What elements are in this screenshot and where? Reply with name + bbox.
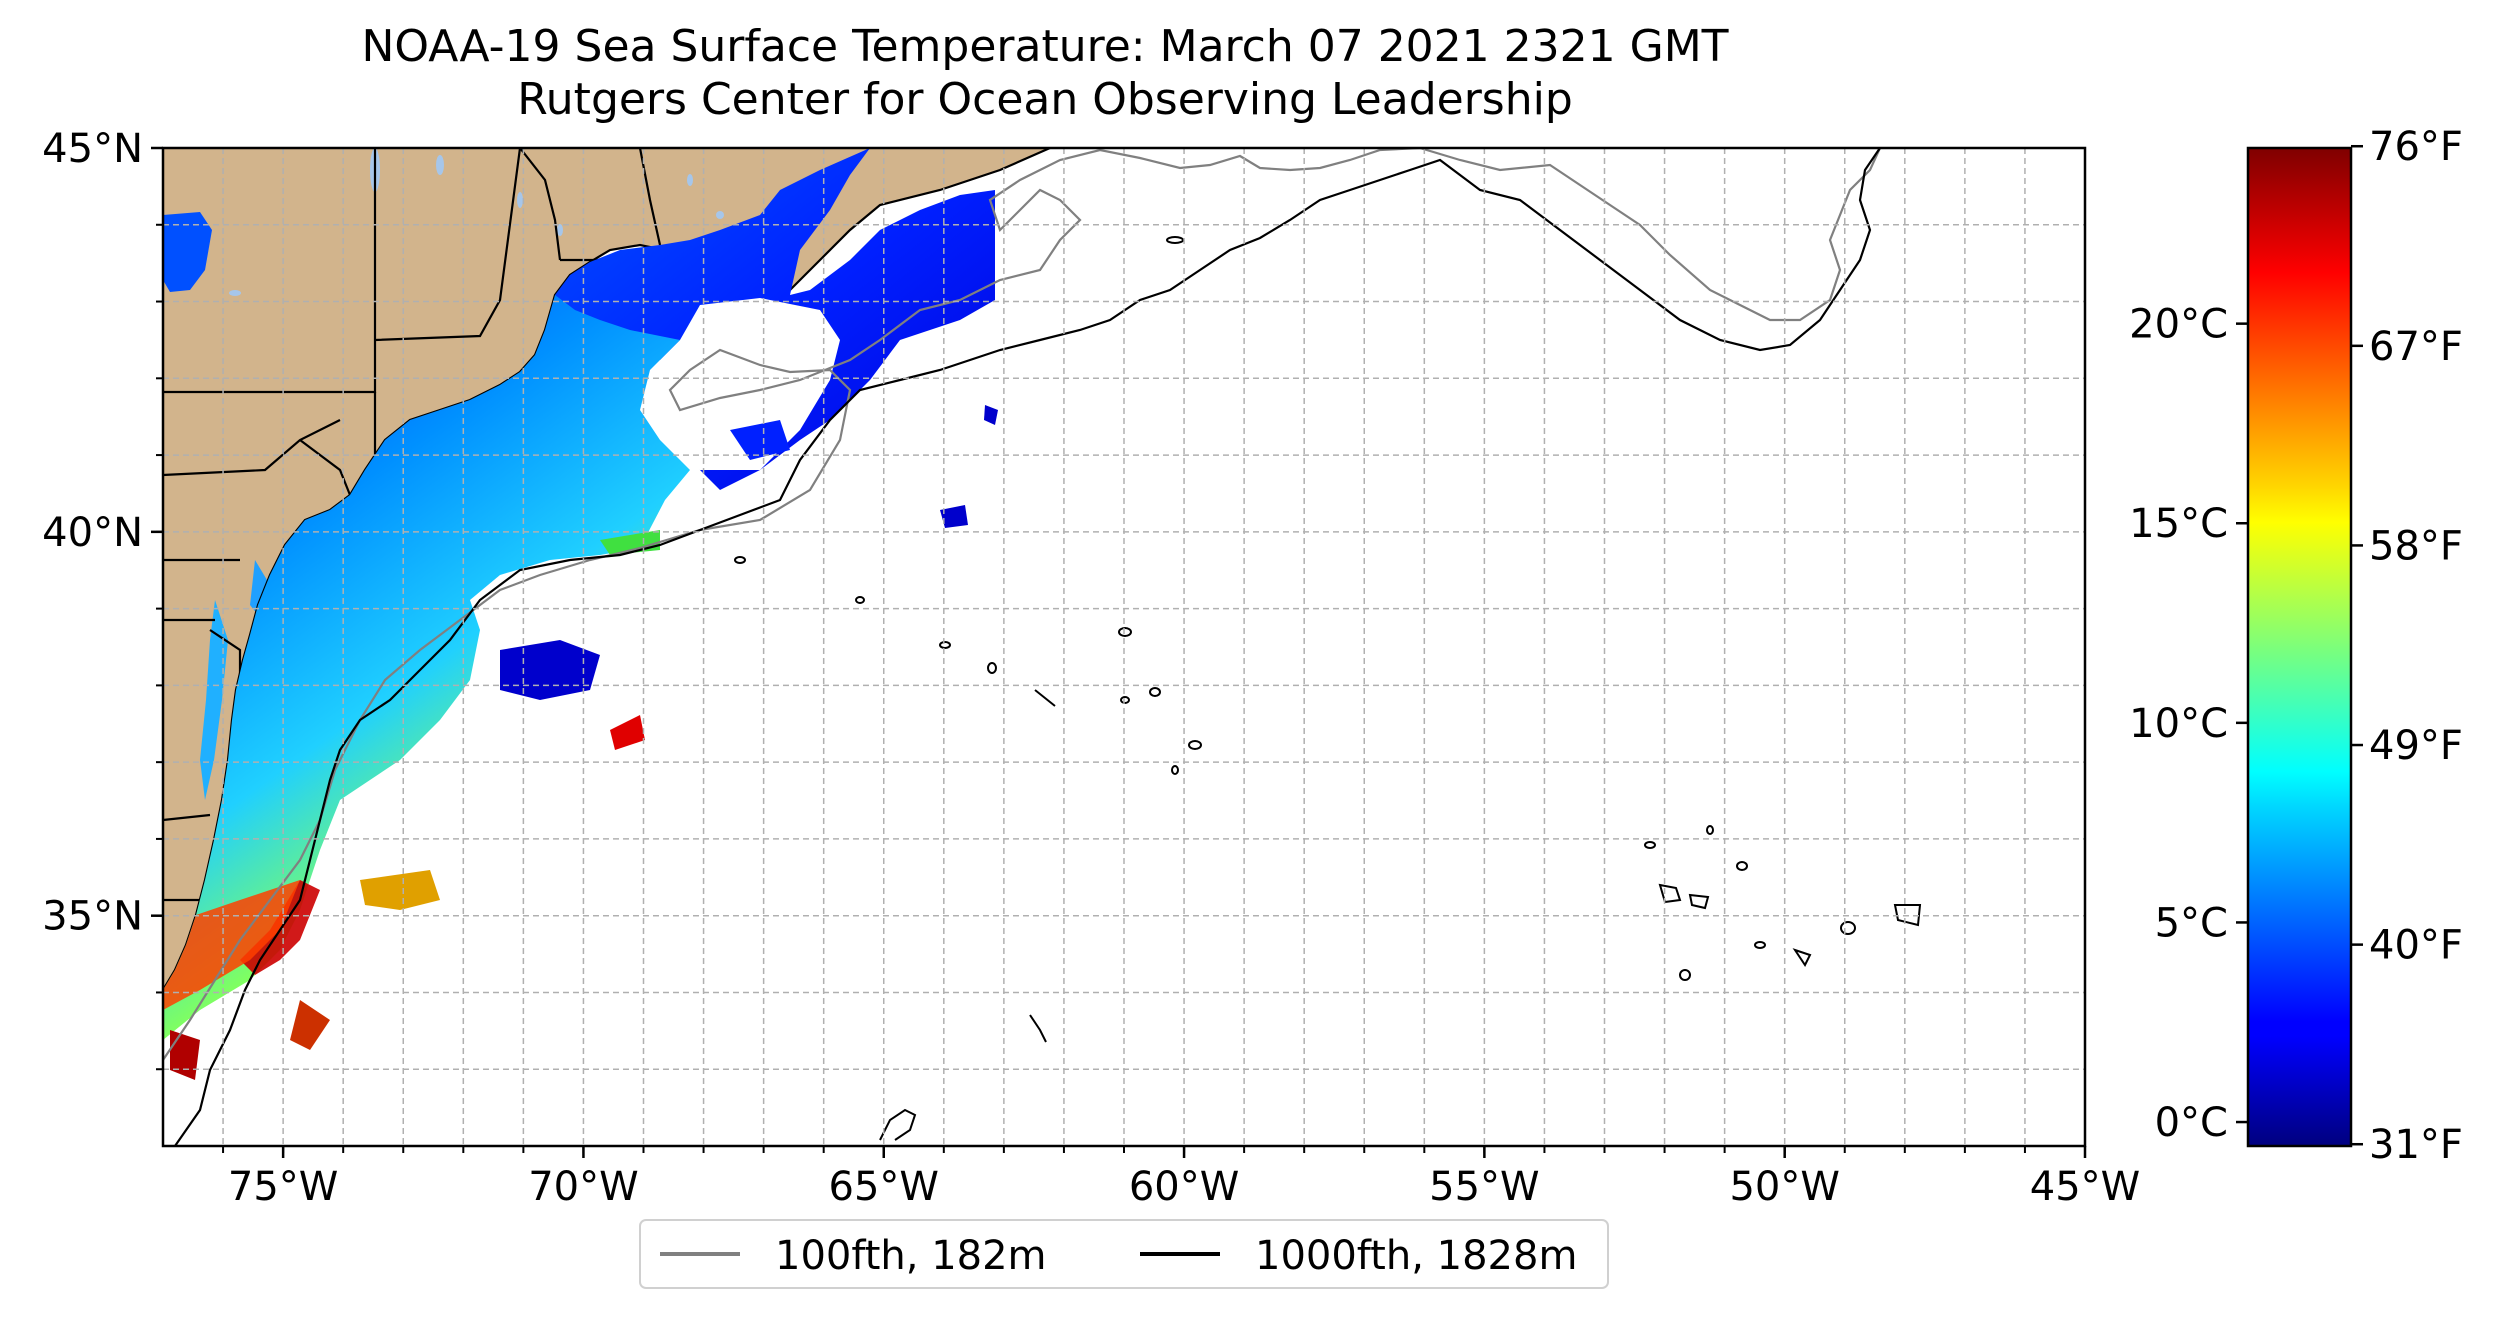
colorbar-celsius-label: 15°C bbox=[2129, 501, 2228, 547]
colorbar-fahrenheit-label: 76°F bbox=[2369, 124, 2463, 170]
sst-mid-atlantic-shelf bbox=[163, 295, 690, 1040]
lat-tick-label: 40°N bbox=[42, 510, 143, 556]
colorbar-gradient bbox=[2248, 148, 2351, 1146]
sst-imagery bbox=[163, 148, 998, 1080]
isobath-1000fth bbox=[174, 148, 1881, 1146]
lon-tick-label: 50°W bbox=[1729, 1164, 1839, 1210]
colorbar-fahrenheit-label: 58°F bbox=[2369, 523, 2463, 569]
colorbar: 0°C 5°C 10°C 15°C 20°C 31°F 40°F 49°F 58°F 67°F 7… bbox=[2129, 124, 2463, 1168]
map-gridlines bbox=[163, 148, 2085, 1146]
lon-tick-label: 55°W bbox=[1429, 1164, 1539, 1210]
title-line-2: Rutgers Center for Ocean Observing Leade… bbox=[517, 74, 1573, 125]
colorbar-celsius-label: 20°C bbox=[2129, 302, 2228, 348]
isobath-100fth bbox=[163, 148, 1882, 1061]
lat-tick-label: 45°N bbox=[42, 126, 143, 172]
legend-label-100fth: 100fth, 182m bbox=[775, 1233, 1047, 1279]
lon-tick-label: 45°W bbox=[2030, 1164, 2140, 1210]
seamounts bbox=[734, 236, 1922, 1141]
colorbar-fahrenheit-label: 31°F bbox=[2369, 1122, 2463, 1168]
colorbar-celsius-label: 10°C bbox=[2129, 701, 2228, 747]
lon-tick-label: 75°W bbox=[228, 1164, 338, 1210]
colorbar-celsius-label: 5°C bbox=[2155, 900, 2228, 946]
lon-axis: 75°W 70°W 65°W 60°W 55°W 50°W 45°W bbox=[222, 1146, 2140, 1210]
lat-axis: 35°N 40°N 45°N bbox=[42, 126, 163, 1071]
colorbar-fahrenheit-label: 49°F bbox=[2369, 723, 2463, 769]
lon-tick-label: 65°W bbox=[829, 1164, 939, 1210]
colorbar-frame bbox=[2246, 146, 2353, 1148]
sst-warm-edge bbox=[163, 880, 300, 1010]
legend-label-1000fth: 1000fth, 1828m bbox=[1255, 1233, 1577, 1279]
colorbar-fahrenheit-axis: 31°F 40°F 49°F 58°F 67°F 76°F bbox=[2351, 124, 2463, 1168]
isobath-legend: 100fth, 182m 1000fth, 1828m bbox=[639, 1219, 1609, 1289]
title-line-1: NOAA-19 Sea Surface Temperature: March 0… bbox=[361, 21, 1729, 72]
lon-tick-label: 70°W bbox=[528, 1164, 638, 1210]
chesapeake-bay bbox=[200, 600, 228, 800]
colorbar-fahrenheit-label: 40°F bbox=[2369, 923, 2463, 969]
lat-tick-label: 35°N bbox=[42, 894, 143, 940]
colorbar-celsius-label: 0°C bbox=[2155, 1100, 2228, 1146]
map-plot-area bbox=[163, 148, 2085, 1146]
colorbar-celsius-axis: 0°C 5°C 10°C 15°C 20°C bbox=[2129, 302, 2248, 1146]
legend-box bbox=[639, 1219, 1609, 1289]
map-title: NOAA-19 Sea Surface Temperature: March 0… bbox=[0, 20, 2090, 126]
colorbar-fahrenheit-label: 67°F bbox=[2369, 324, 2463, 370]
sst-georges-gap bbox=[640, 298, 840, 470]
land-mass bbox=[163, 148, 1050, 990]
lon-tick-label: 60°W bbox=[1129, 1164, 1239, 1210]
